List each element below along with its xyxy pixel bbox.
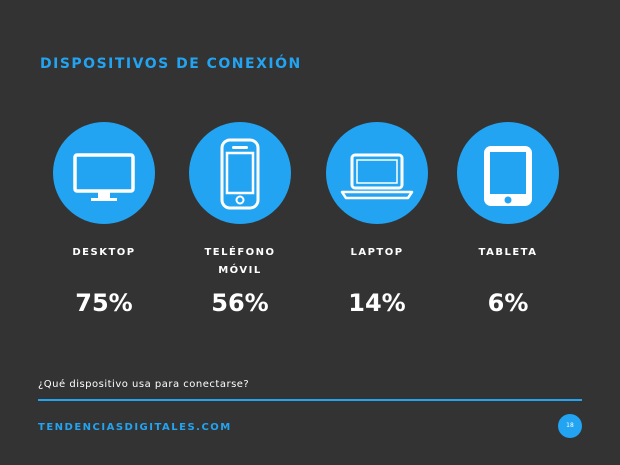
device-label: LAPTOP: [350, 247, 404, 258]
device-label: DESKTOP: [72, 247, 136, 258]
footer-website[interactable]: TENDENCIASDIGITALES.COM: [38, 422, 232, 433]
phone-icon-circle: [189, 122, 291, 224]
slide-title: DISPOSITIVOS DE CONEXIÓN: [40, 56, 302, 72]
survey-question: ¿Qué dispositivo usa para conectarse?: [38, 379, 250, 390]
desktop-monitor-icon: [73, 153, 135, 201]
tablet-icon-circle: [457, 122, 559, 224]
device-percent: 6%: [487, 289, 529, 317]
page-number-badge: 18: [558, 414, 582, 438]
device-percent: 75%: [75, 289, 133, 317]
laptop-icon-circle: [326, 122, 428, 224]
divider-line: [38, 399, 582, 401]
tablet-icon: [484, 146, 532, 206]
device-percent: 56%: [211, 289, 269, 317]
device-tablet: TABLETA 6%: [448, 122, 568, 317]
desktop-icon-circle: [53, 122, 155, 224]
mobile-phone-icon: [220, 138, 260, 210]
device-laptop: LAPTOP 14%: [317, 122, 437, 317]
device-label: TELÉFONO MÓVIL: [204, 247, 276, 276]
device-desktop: DESKTOP 75%: [44, 122, 164, 317]
device-percent: 14%: [348, 289, 406, 317]
laptop-icon: [340, 153, 414, 200]
device-phone: TELÉFONO MÓVIL 56%: [180, 122, 300, 317]
device-label: TABLETA: [478, 247, 538, 258]
